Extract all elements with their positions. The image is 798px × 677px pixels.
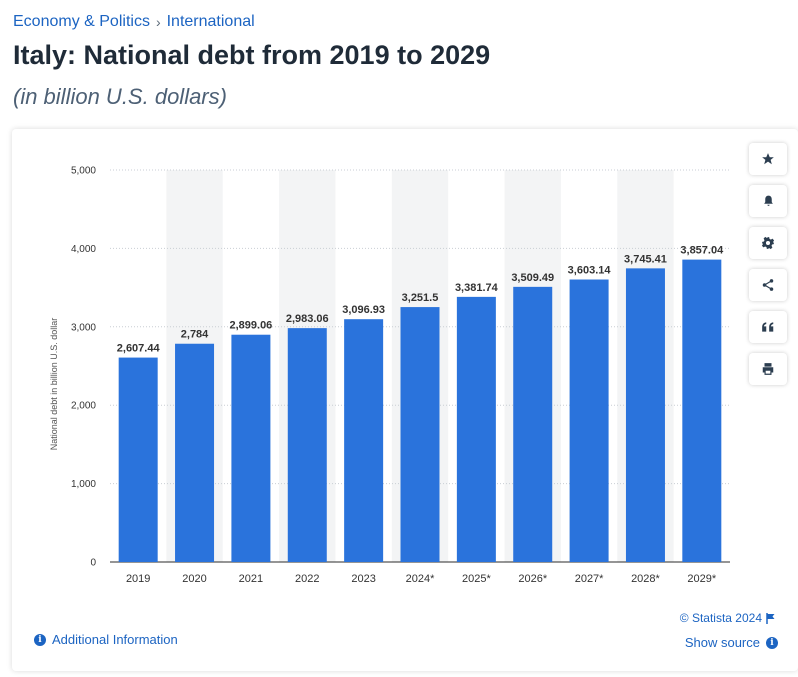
bar (287, 328, 327, 562)
x-tick-label: 2022 (295, 573, 319, 585)
x-tick-label: 2023 (351, 573, 375, 585)
copyright-label: © Statista 2024 (679, 611, 762, 625)
bar (400, 307, 440, 562)
bar-value-label: 3,096.93 (342, 304, 385, 316)
chart-card: 0 1,000 2,000 3,000 4,000 5,000 National debt … (12, 129, 798, 671)
y-tick-label: 5,000 (71, 166, 96, 177)
page-subtitle: (in billion U.S. dollars) (13, 84, 227, 109)
copyright: © Statista 2024 (680, 611, 776, 625)
x-tick-label: 2028* (631, 573, 660, 585)
bar (513, 286, 553, 562)
show-source-link[interactable]: Show source i (685, 635, 778, 650)
notification-button[interactable] (749, 185, 787, 217)
bar-value-label: 3,381.74 (455, 282, 499, 294)
x-tick-label: 2027* (575, 573, 604, 585)
x-tick-label: 2019 (126, 573, 150, 585)
flag-icon (766, 612, 775, 624)
y-tick-label: 3,000 (71, 322, 96, 333)
bar-value-label: 2,983.06 (286, 313, 329, 325)
share-button[interactable] (749, 269, 787, 301)
bell-icon (763, 195, 773, 206)
additional-information-label: Additional Information (52, 632, 178, 647)
favorite-button[interactable] (749, 143, 787, 175)
bar (569, 279, 609, 562)
y-tick-label: 4,000 (71, 244, 96, 255)
breadcrumb-international[interactable]: International (166, 13, 255, 30)
settings-button[interactable] (749, 227, 787, 259)
breadcrumb-economy-politics[interactable]: Economy & Politics (13, 13, 150, 30)
bar-value-label: 3,251.5 (402, 292, 439, 304)
bar (456, 296, 496, 562)
star-icon (762, 153, 774, 165)
breadcrumb: Economy & Politics › International (13, 13, 255, 31)
bar (344, 319, 384, 562)
show-source-label: Show source (684, 635, 760, 650)
y-axis-title: National debt in billion U.S. dollar (49, 318, 59, 451)
print-button[interactable] (749, 353, 787, 385)
bar-value-label: 3,509.49 (511, 272, 554, 284)
chart-toolbar (749, 143, 787, 385)
additional-information-link[interactable]: i Additional Information (34, 632, 178, 647)
x-tick-label: 2020 (182, 573, 206, 585)
quote-icon (762, 322, 774, 332)
y-tick-label: 2,000 (71, 401, 96, 412)
bar-value-label: 3,603.14 (568, 265, 612, 277)
bar-chart: 0 1,000 2,000 3,000 4,000 5,000 National debt … (49, 166, 730, 585)
bar (118, 357, 158, 562)
x-tick-label: 2021 (239, 573, 263, 585)
y-tick-label: 1,000 (71, 479, 96, 490)
bar (231, 334, 271, 562)
bar-value-label: 2,899.06 (229, 320, 272, 332)
x-tick-label: 2026* (518, 573, 547, 585)
gear-icon (761, 236, 775, 250)
printer-icon (762, 363, 774, 375)
y-tick-label: 0 (90, 558, 96, 569)
cite-button[interactable] (749, 311, 787, 343)
bar-value-label: 2,784 (181, 329, 209, 341)
x-tick-label: 2029* (687, 573, 716, 585)
bar-value-label: 3,745.41 (624, 253, 667, 265)
bar-value-label: 2,607.44 (117, 343, 161, 355)
page-title: Italy: National debt from 2019 to 2029 (13, 40, 491, 70)
x-tick-label: 2025* (462, 573, 491, 585)
info-icon: i (766, 636, 778, 649)
share-icon (762, 279, 774, 291)
bar (175, 343, 215, 562)
x-tick-label: 2024* (406, 573, 435, 585)
bar-value-label: 3,857.04 (680, 245, 724, 257)
bar (625, 268, 665, 562)
breadcrumb-separator: › (155, 14, 161, 30)
info-icon: i (34, 633, 46, 646)
bar (682, 259, 722, 562)
